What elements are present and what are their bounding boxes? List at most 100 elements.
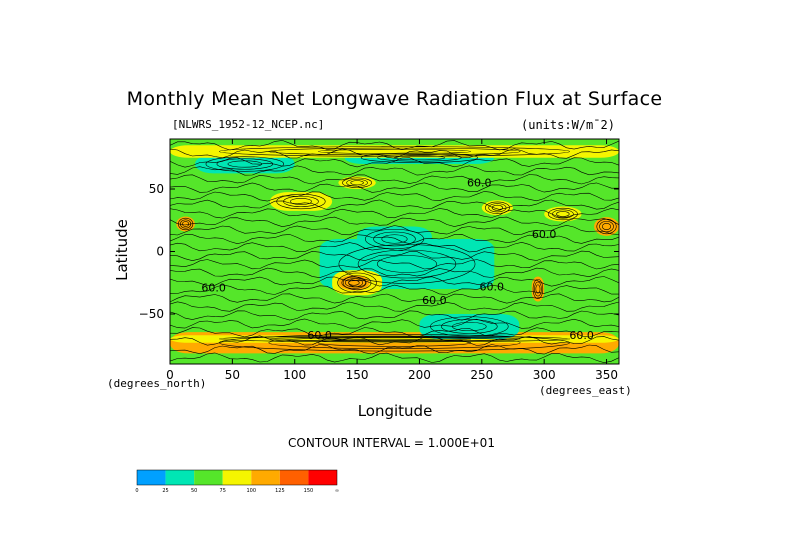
colorbar-label: 125 (275, 488, 285, 494)
contour-ring (452, 321, 487, 332)
field-region (594, 217, 619, 236)
field-region (544, 206, 582, 222)
contour-ring (377, 153, 462, 162)
contour-ring (599, 220, 614, 233)
contour-ring (216, 158, 274, 170)
field-region (194, 154, 295, 174)
contour-line (170, 250, 619, 262)
contour-labels: 60.0 60.0 60.0 60.0 60.0 60.0 60.0 (201, 177, 593, 343)
contour-line (170, 233, 619, 245)
contour-label: 60.0 (467, 177, 492, 190)
contour-line (170, 182, 619, 193)
contour-ring (268, 336, 521, 342)
contour-ring (376, 255, 437, 273)
chart-title: Monthly Mean Net Longwave Radiation Flux… (126, 88, 663, 110)
contour-ring (491, 204, 503, 211)
field-region (176, 216, 195, 232)
colorbar-swatch (137, 470, 166, 485)
contour-line (170, 174, 619, 185)
contour-label: 60.0 (201, 282, 226, 295)
contour-ring (342, 177, 372, 188)
contour-ring (348, 279, 360, 286)
contour-ring (365, 228, 424, 250)
x-tick-label: 50 (225, 368, 240, 382)
contour-ring (373, 231, 416, 247)
contour-ring (276, 193, 326, 210)
contour-ring (484, 201, 510, 214)
contour-ring (552, 209, 574, 219)
x-tick-label: 200 (408, 368, 431, 382)
contour-line (170, 224, 619, 236)
map-field (170, 139, 619, 364)
colorbar-frame (136, 469, 338, 486)
x-tick-label: 350 (595, 368, 618, 382)
contour-ring (360, 152, 479, 163)
field-region (481, 200, 513, 216)
x-axis-label: Longitude (357, 402, 433, 420)
x-tick-label: 150 (346, 368, 369, 382)
colorbar-label: 100 (247, 488, 257, 494)
colorbar-label: ∞ (335, 488, 339, 494)
field-region (357, 226, 432, 252)
contour-ring (205, 156, 285, 172)
contour-ring (341, 276, 367, 289)
field-region (338, 176, 376, 189)
contour-ring (290, 198, 312, 205)
colorbar-label: 75 (220, 488, 226, 494)
contour-label: 60.0 (422, 294, 447, 307)
contour-line (170, 318, 619, 329)
contour-ring (177, 217, 194, 231)
colorbar-label: 25 (162, 488, 168, 494)
contour-line (170, 310, 619, 321)
y-tick-label: 50 (149, 182, 164, 196)
contour-ring (317, 149, 472, 154)
file-label: [NLWRS_1952-12_NCEP.nc] (172, 118, 325, 131)
contour-ring (596, 218, 617, 235)
colorbar-label: 150 (304, 488, 314, 494)
contour-ring (532, 278, 544, 300)
contour-ring (381, 234, 408, 244)
contour-line (170, 191, 619, 202)
colorbar: 0 25 50 75 100 125 150 ∞ (135, 469, 339, 494)
contour-line (170, 344, 619, 355)
contour-ring (535, 284, 541, 294)
contour-ring (219, 335, 570, 343)
contour-ring (342, 275, 372, 291)
contour-ring (488, 203, 507, 213)
colorbar-swatch (194, 470, 223, 485)
contour-ring (182, 221, 190, 227)
contour-ring (317, 337, 472, 341)
contour-line (170, 207, 619, 219)
colorbar-swatch (308, 470, 337, 485)
contour-line (170, 352, 619, 364)
contour-ring (393, 155, 446, 161)
contour-label: 60.0 (532, 228, 557, 241)
contour-line (170, 284, 619, 295)
contour-label: 60.0 (307, 329, 332, 342)
colorbar-swatch (222, 470, 252, 485)
contour-ring (180, 219, 192, 229)
y-tick-label: 0 (156, 245, 164, 259)
field-region (419, 314, 520, 339)
contour-line (170, 327, 619, 338)
contour-line (170, 293, 619, 304)
contour-line (170, 165, 619, 176)
contour-line (170, 301, 619, 312)
contour-ring (344, 278, 363, 288)
y-tick-label: −50 (139, 307, 164, 321)
contour-ring (337, 272, 377, 293)
contour-label: 60.0 (569, 329, 594, 342)
contour-ring (268, 147, 521, 156)
colorbar-swatch (251, 470, 280, 485)
contour-ring (227, 160, 263, 168)
colorbar-label: 0 (135, 488, 138, 494)
contour-ring (346, 178, 368, 187)
contour-ring (283, 195, 319, 208)
y-axis-note: (degrees_north) (107, 377, 207, 390)
contour-line (170, 216, 619, 228)
y-axis-ticks: 50 0 −50 (139, 182, 619, 321)
contour-line (170, 276, 619, 287)
colorbar-label: 50 (191, 488, 197, 494)
x-axis-ticks: 0 50 100 150 200 250 300 350 (166, 139, 618, 382)
